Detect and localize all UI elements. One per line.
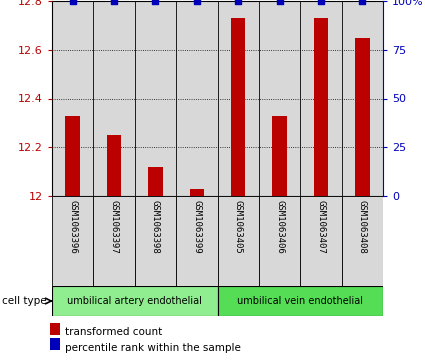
Point bbox=[276, 0, 283, 4]
Bar bbox=[342, 1, 383, 196]
Bar bbox=[355, 37, 370, 196]
Text: umbilical vein endothelial: umbilical vein endothelial bbox=[237, 296, 363, 306]
Bar bbox=[148, 167, 163, 196]
Bar bbox=[176, 1, 218, 196]
Text: percentile rank within the sample: percentile rank within the sample bbox=[65, 343, 241, 353]
Bar bbox=[218, 286, 383, 316]
Bar bbox=[300, 196, 342, 286]
Point bbox=[110, 0, 117, 4]
Bar bbox=[218, 1, 259, 196]
Text: GSM1063398: GSM1063398 bbox=[151, 200, 160, 254]
Text: GSM1063405: GSM1063405 bbox=[234, 200, 243, 254]
Text: cell type: cell type bbox=[3, 296, 47, 306]
Bar bbox=[52, 1, 94, 196]
Text: GSM1063408: GSM1063408 bbox=[358, 200, 367, 254]
Bar bbox=[300, 1, 342, 196]
Bar bbox=[65, 115, 80, 196]
Text: GSM1063396: GSM1063396 bbox=[68, 200, 77, 254]
Text: umbilical artery endothelial: umbilical artery endothelial bbox=[67, 296, 202, 306]
Bar bbox=[135, 1, 176, 196]
Bar bbox=[342, 196, 383, 286]
Bar bbox=[259, 196, 300, 286]
Bar bbox=[176, 196, 218, 286]
Bar bbox=[52, 286, 218, 316]
Point bbox=[317, 0, 324, 4]
Bar bbox=[190, 189, 204, 196]
Point bbox=[152, 0, 159, 4]
Bar bbox=[50, 323, 60, 335]
Bar bbox=[272, 115, 287, 196]
Text: GSM1063399: GSM1063399 bbox=[192, 200, 201, 254]
Bar bbox=[50, 338, 60, 350]
Bar bbox=[52, 196, 94, 286]
Point bbox=[69, 0, 76, 4]
Bar bbox=[259, 1, 300, 196]
Point bbox=[359, 0, 366, 4]
Text: GSM1063407: GSM1063407 bbox=[317, 200, 326, 254]
Bar bbox=[135, 196, 176, 286]
Bar bbox=[314, 18, 328, 196]
Bar bbox=[94, 1, 135, 196]
Bar bbox=[94, 196, 135, 286]
Bar bbox=[107, 135, 121, 196]
Text: transformed count: transformed count bbox=[65, 327, 162, 337]
Text: GSM1063406: GSM1063406 bbox=[275, 200, 284, 254]
Point bbox=[235, 0, 241, 4]
Bar bbox=[218, 196, 259, 286]
Bar bbox=[231, 18, 245, 196]
Point bbox=[193, 0, 200, 4]
Text: GSM1063397: GSM1063397 bbox=[110, 200, 119, 254]
